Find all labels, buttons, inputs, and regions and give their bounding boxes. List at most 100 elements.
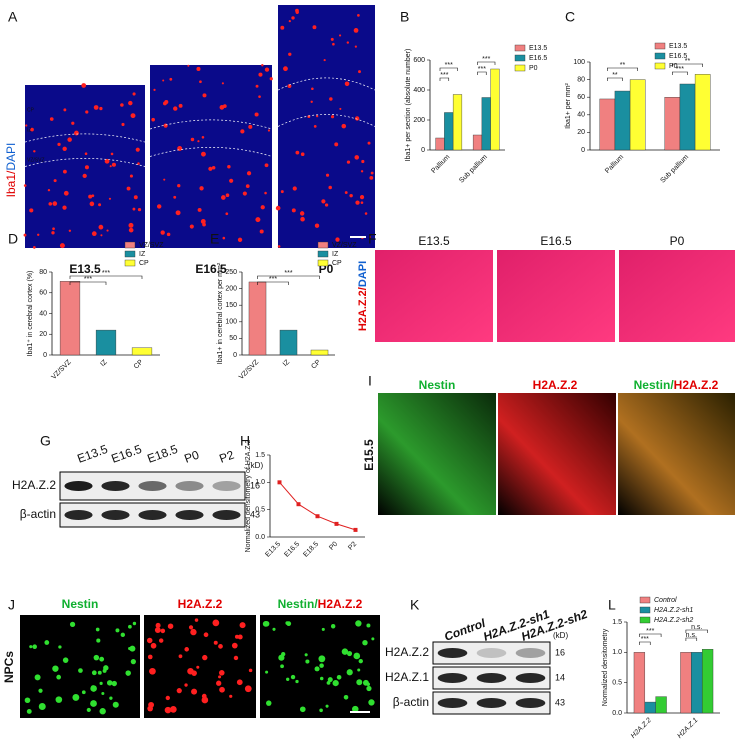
blot-band	[515, 673, 546, 683]
cell-dot	[277, 245, 281, 248]
stain-label: Iba1/DAPI	[4, 143, 18, 198]
label-part: Nestin	[419, 378, 456, 392]
y-tick-label: 1.5	[255, 452, 265, 459]
cell-dot	[300, 152, 305, 157]
npc-dot	[216, 680, 222, 686]
cell-dot	[197, 207, 202, 212]
npc-dot	[233, 655, 239, 661]
npc-dot	[304, 653, 308, 657]
npc-dot	[196, 665, 200, 669]
legend-label: E16.5	[529, 55, 547, 62]
cell-dot	[74, 130, 79, 136]
cell-dot	[225, 193, 230, 198]
cell-dot	[71, 121, 75, 125]
cell-dot	[187, 64, 190, 67]
cell-dot	[258, 72, 263, 77]
y-tick-label: 0.5	[612, 680, 622, 687]
cell-dot	[178, 103, 183, 108]
npc-dot	[272, 627, 276, 631]
npc-dot	[91, 670, 97, 676]
npc-dot	[332, 679, 339, 687]
cell-dot	[135, 147, 140, 152]
cell-dot	[25, 124, 28, 127]
label-part: H2A.Z.2	[674, 378, 719, 392]
sig-bracket	[607, 77, 623, 81]
y-tick-label: 0	[421, 147, 425, 154]
sig-label: ***	[284, 270, 292, 277]
npc-dot	[167, 623, 174, 629]
panel-letter: J	[8, 597, 15, 613]
cell-dot	[51, 231, 55, 235]
stage-label: E13.5	[69, 262, 101, 276]
cell-dot	[160, 230, 165, 235]
npc-dot	[44, 640, 50, 645]
bar	[680, 652, 692, 714]
cell-dot	[108, 197, 112, 200]
blot-band	[64, 481, 93, 491]
bar	[599, 98, 616, 151]
npc-dot	[203, 632, 209, 638]
y-tick-label: 0.0	[612, 710, 622, 717]
cell-dot	[132, 92, 136, 96]
cell-dot	[111, 162, 116, 167]
bar	[435, 137, 445, 151]
legend-label: IZ	[332, 251, 339, 258]
blot-band	[101, 510, 130, 520]
sig-bracket	[257, 275, 320, 279]
npc-dot	[358, 658, 363, 664]
legend-label: E13.5	[669, 43, 687, 50]
legend-label: VZ/SVZ	[332, 242, 357, 249]
npc-dot	[38, 703, 46, 711]
cell-dot	[130, 113, 136, 119]
cell-dot	[81, 83, 87, 88]
cell-dot	[310, 100, 313, 103]
npc-dot	[115, 628, 120, 633]
cell-dot	[258, 95, 261, 98]
cell-dot	[354, 45, 357, 48]
y-tick-label: 0.0	[255, 534, 265, 541]
legend-label: Control	[654, 597, 677, 604]
npc-dot	[352, 705, 359, 713]
npc-dot	[366, 685, 372, 692]
npc-dot	[290, 674, 296, 680]
bar	[444, 112, 454, 151]
cell-dot	[98, 203, 102, 207]
cell-dot	[288, 20, 291, 23]
panel-letter: G	[40, 433, 51, 449]
blot-band	[212, 481, 241, 491]
legend-swatch	[654, 62, 666, 70]
bar	[655, 696, 667, 714]
channel-title: Nestin	[419, 378, 456, 392]
x-tick-label: VZ/SVZ	[50, 358, 73, 381]
blot-band	[437, 648, 468, 658]
legend-swatch	[639, 616, 651, 624]
panel-letter: I	[368, 373, 372, 389]
cell-dot	[200, 219, 206, 224]
npc-dot	[103, 665, 109, 671]
point	[315, 514, 320, 519]
npc-dot	[236, 679, 243, 686]
npc-dot	[184, 683, 188, 687]
panel-letter: B	[400, 9, 409, 25]
cell-dot	[190, 137, 195, 142]
x-tick-label: Sub pallium	[659, 154, 690, 185]
npc-dot	[106, 680, 113, 686]
bar	[633, 652, 646, 714]
bar	[310, 349, 329, 356]
npc-dot	[194, 618, 199, 622]
cell-dot	[314, 223, 320, 228]
legend-swatch	[317, 241, 329, 249]
npc-dot	[149, 667, 156, 675]
label-part: DAPI	[4, 143, 18, 171]
cell-dot	[264, 67, 270, 72]
blot-band	[515, 698, 546, 708]
cell-dot	[163, 123, 168, 128]
blot-band	[212, 510, 241, 520]
npc-dot	[130, 659, 136, 665]
channel-title: Nestin/H2A.Z.2	[278, 597, 363, 611]
cell-dot	[202, 222, 206, 227]
cell-dot	[260, 205, 265, 210]
stain-label: H2A.Z.2/DAPI	[357, 261, 369, 331]
legend-label: E13.5	[529, 45, 547, 52]
image-f3	[619, 250, 735, 342]
